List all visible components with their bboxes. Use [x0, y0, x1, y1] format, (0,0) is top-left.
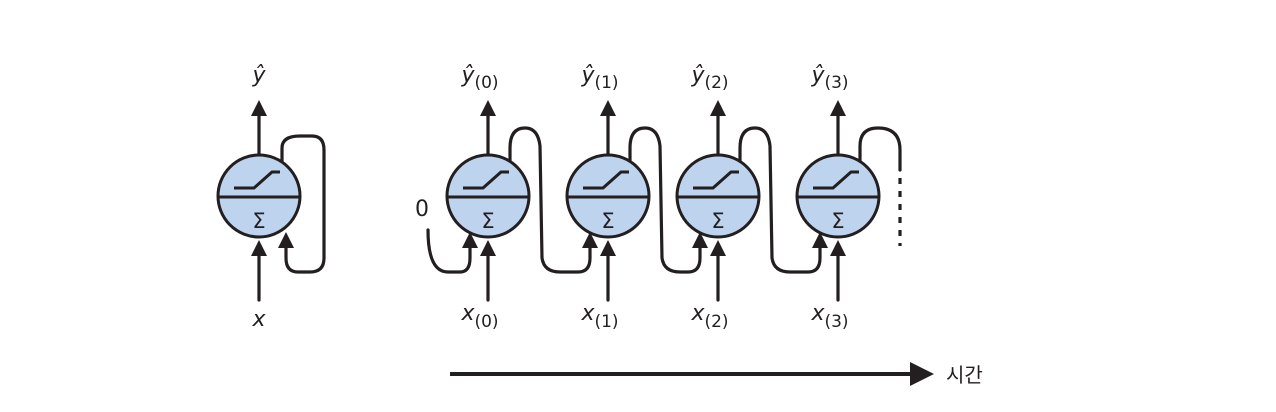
input-label-0: x(0) — [460, 301, 498, 332]
unrolled-cell-2: Σŷ(2) x(2) — [675, 63, 828, 332]
folded-sum-symbol: Σ — [252, 209, 265, 233]
recurrent-wire-2 — [738, 126, 828, 274]
unrolled-cell-0: Σŷ(0) x(0) — [445, 63, 598, 332]
activation-step-icon — [583, 170, 629, 190]
input-label-2: x(2) — [690, 301, 728, 332]
recurrent-wire-0 — [508, 126, 598, 274]
input-label-1: x(1) — [580, 301, 618, 332]
recurrent-wire-1 — [628, 126, 708, 274]
activation-step-icon — [234, 170, 280, 190]
folded-input-label: x — [251, 307, 266, 332]
activation-step-icon — [813, 170, 859, 190]
neuron-1 — [565, 153, 651, 239]
activation-step-icon — [693, 170, 739, 190]
neuron-2 — [675, 153, 761, 239]
initial-state-label: 0 — [415, 197, 429, 222]
unrolled-network: 0 Σŷ(0) x(0) Σŷ(1) x(1) Σŷ(2) x(2) Σŷ(3) x(3) — [415, 63, 902, 332]
sum-symbol-3: Σ — [831, 209, 844, 233]
folded-output-label: ŷ — [251, 63, 266, 88]
activation-step-icon — [463, 170, 509, 190]
time-axis: 시간 — [450, 362, 983, 387]
sum-symbol-2: Σ — [711, 209, 724, 233]
output-label-0: ŷ(0) — [460, 63, 498, 93]
folded-recurrent-neuron: Σ ŷ x — [216, 63, 326, 332]
neuron-3 — [795, 153, 881, 239]
initial-state-wire — [426, 228, 478, 274]
folded-recurrent-loop — [278, 134, 326, 274]
unrolled-cell-1: Σŷ(1) x(1) — [565, 63, 708, 332]
output-label-2: ŷ(2) — [690, 63, 728, 93]
input-label-3: x(3) — [810, 301, 848, 332]
folded-neuron — [216, 153, 302, 239]
sum-symbol-1: Σ — [601, 209, 614, 233]
recurrent-wire-3 — [858, 126, 902, 172]
neuron-0 — [445, 153, 531, 239]
output-label-1: ŷ(1) — [580, 63, 618, 93]
unrolled-cell-3: Σŷ(3) x(3) — [795, 63, 902, 332]
sum-symbol-0: Σ — [481, 209, 494, 233]
time-axis-arrowhead — [910, 362, 934, 386]
output-label-3: ŷ(3) — [810, 63, 848, 93]
time-axis-label: 시간 — [946, 363, 983, 387]
